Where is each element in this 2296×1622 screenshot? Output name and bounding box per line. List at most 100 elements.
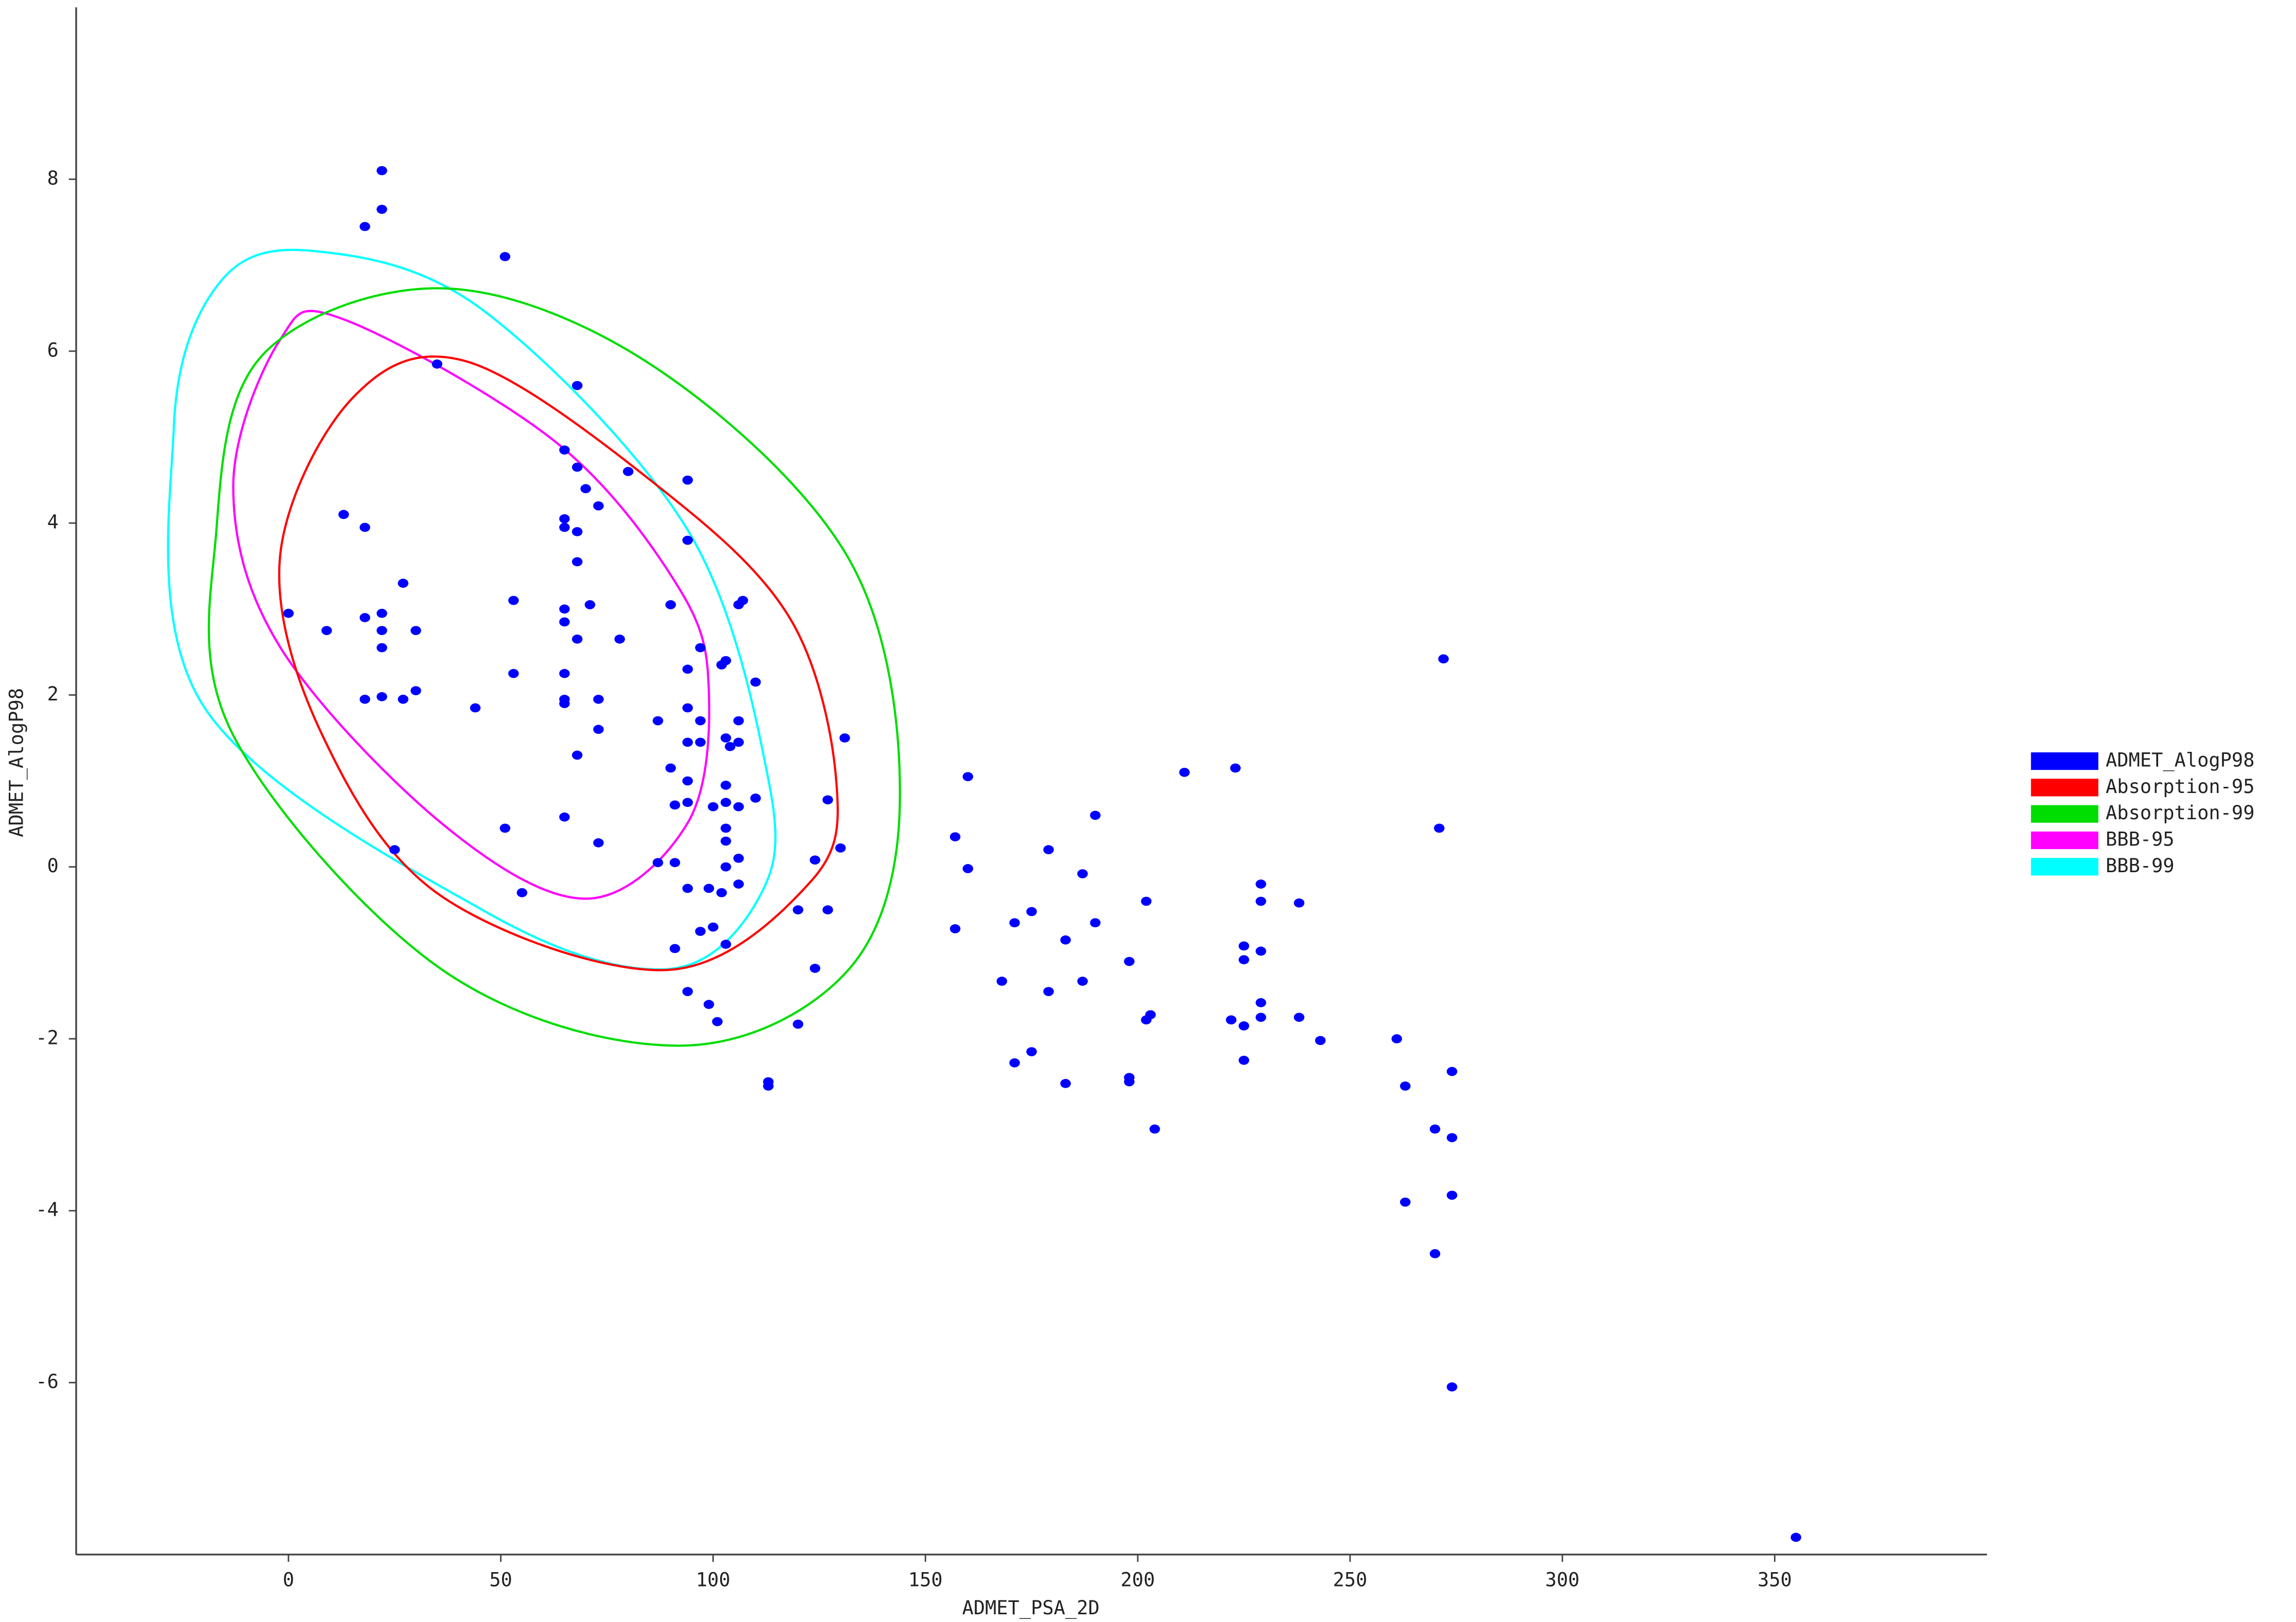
y-tick-label: 6 <box>47 339 59 361</box>
point <box>682 475 693 485</box>
x-tick-label: 200 <box>1121 1569 1155 1591</box>
point <box>1294 898 1305 908</box>
point <box>1043 987 1054 996</box>
point <box>338 510 349 519</box>
ellipse-curve <box>167 248 777 971</box>
point <box>559 445 570 455</box>
y-tick-label: -4 <box>35 1199 59 1221</box>
point <box>1141 1015 1152 1025</box>
point <box>949 832 961 842</box>
point <box>1400 1197 1411 1207</box>
point <box>1060 935 1071 945</box>
point <box>1141 896 1152 906</box>
point <box>703 1000 714 1009</box>
point <box>712 1017 723 1026</box>
point <box>1294 1013 1305 1022</box>
point <box>593 694 604 704</box>
point <box>389 845 400 855</box>
x-axis-label: ADMET_PSA_2D <box>962 1597 1100 1619</box>
point <box>793 905 803 915</box>
point <box>682 987 693 996</box>
point <box>1090 918 1101 928</box>
point <box>410 626 421 635</box>
point <box>1255 879 1266 889</box>
y-tick-label: 2 <box>47 683 59 705</box>
y-tick-label: -2 <box>35 1026 59 1049</box>
point <box>376 205 387 214</box>
point <box>682 535 693 545</box>
ellipse-curve <box>207 287 901 1047</box>
y-tick-label: 4 <box>47 511 59 533</box>
point <box>580 484 591 494</box>
point <box>559 522 570 532</box>
point <box>1124 1077 1135 1087</box>
point <box>720 862 731 872</box>
legend-swatch <box>2031 831 2098 850</box>
point <box>559 604 570 614</box>
point <box>593 725 604 734</box>
point <box>360 522 370 532</box>
point <box>695 716 706 726</box>
point <box>593 838 604 848</box>
x-tick-label: 150 <box>908 1569 943 1591</box>
point <box>410 686 421 695</box>
point <box>376 626 387 635</box>
point <box>695 927 706 936</box>
point <box>559 617 570 627</box>
x-tick-label: 250 <box>1333 1569 1367 1591</box>
point <box>682 664 693 674</box>
legend-label: Absorption-95 <box>2106 776 2255 798</box>
point <box>1077 869 1088 878</box>
point <box>572 381 583 390</box>
point <box>559 699 570 708</box>
point <box>1179 767 1190 777</box>
point <box>1446 1382 1458 1392</box>
point <box>376 608 387 618</box>
point <box>750 794 761 803</box>
point <box>1077 977 1088 986</box>
point <box>1255 998 1266 1007</box>
point <box>376 643 387 653</box>
point <box>703 884 714 893</box>
point <box>750 677 761 687</box>
point <box>835 843 846 853</box>
point <box>360 613 370 622</box>
point <box>1090 810 1101 820</box>
point <box>1060 1079 1071 1088</box>
point <box>949 924 961 933</box>
point <box>499 252 511 261</box>
point <box>1009 918 1020 928</box>
point <box>508 669 519 678</box>
point <box>720 940 731 949</box>
point <box>1429 1124 1441 1134</box>
point <box>733 737 744 747</box>
point <box>669 858 680 868</box>
point <box>720 798 731 807</box>
legend-label: ADMET_AlogP98 <box>2106 749 2255 772</box>
x-tick-label: 300 <box>1545 1569 1580 1591</box>
legend-label: BBB-95 <box>2106 828 2175 851</box>
y-tick-label: -6 <box>35 1371 59 1393</box>
point <box>1255 1013 1266 1022</box>
point <box>470 703 481 713</box>
point <box>720 836 731 846</box>
point <box>572 557 583 567</box>
point <box>593 501 604 511</box>
point <box>559 514 570 524</box>
x-tick-label: 350 <box>1757 1569 1792 1591</box>
point <box>682 737 693 747</box>
point <box>1438 654 1449 664</box>
point <box>572 634 583 644</box>
point <box>996 977 1008 986</box>
point <box>1043 845 1054 855</box>
point <box>962 864 974 873</box>
point <box>398 694 409 704</box>
legend-swatch <box>2031 858 2098 876</box>
legend-label: Absorption-99 <box>2106 802 2255 824</box>
point <box>614 634 625 644</box>
point <box>572 462 583 472</box>
point <box>1446 1067 1458 1076</box>
point <box>822 795 833 805</box>
point <box>1149 1124 1160 1134</box>
point <box>716 888 727 897</box>
